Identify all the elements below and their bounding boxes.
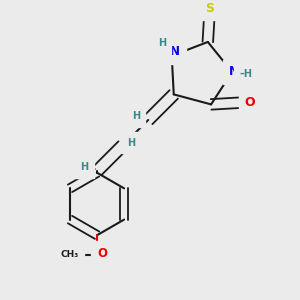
Text: CH₃: CH₃ [61, 250, 79, 260]
Text: O: O [97, 247, 107, 260]
Text: H: H [158, 38, 166, 48]
Text: H: H [132, 111, 140, 121]
Text: H: H [80, 162, 88, 172]
Text: S: S [205, 2, 214, 15]
Text: H: H [127, 138, 135, 148]
Text: –H: –H [239, 69, 252, 79]
Text: N: N [170, 45, 180, 58]
Text: N: N [229, 65, 239, 79]
Text: O: O [244, 96, 255, 109]
